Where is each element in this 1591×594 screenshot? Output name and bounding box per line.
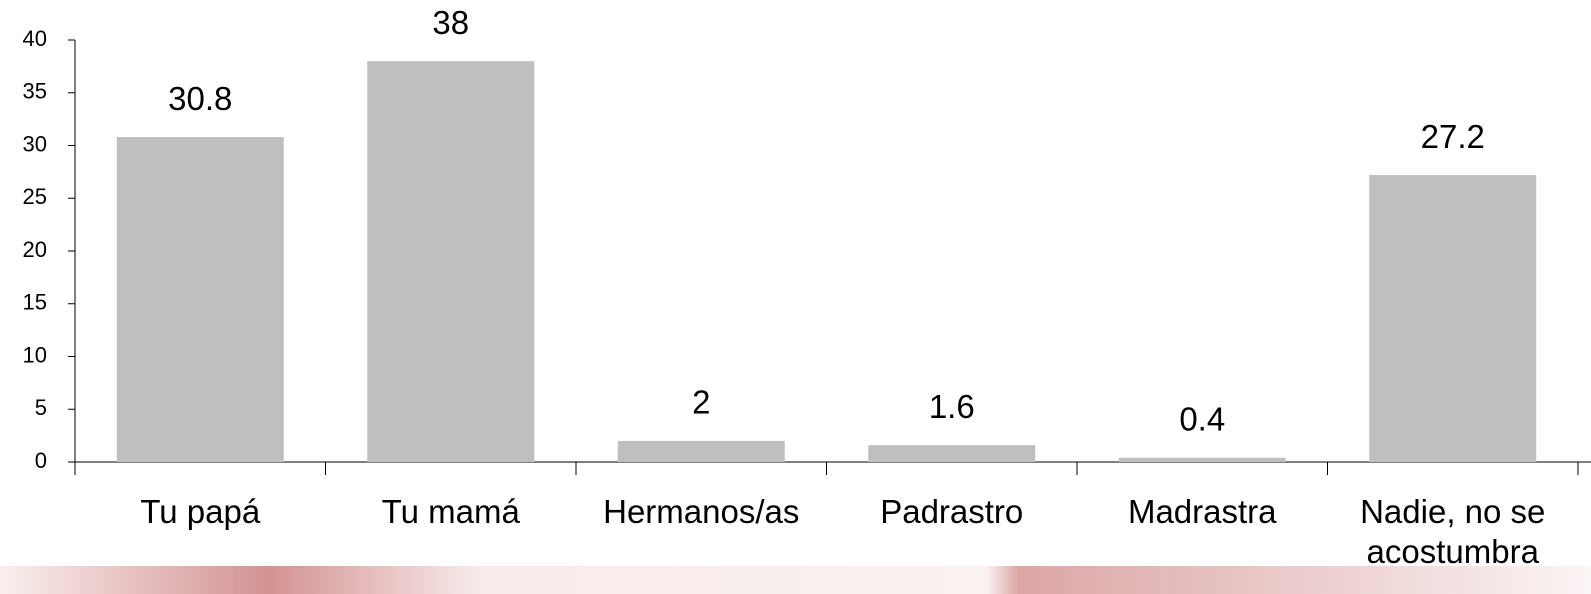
x-tick-label: Hermanos/as <box>603 493 800 530</box>
data-label: 2 <box>692 384 710 421</box>
data-label: 27.2 <box>1421 118 1485 155</box>
x-tick-label: Madrastra <box>1127 493 1277 530</box>
bar <box>367 61 535 462</box>
y-tick-label: 30 <box>23 131 47 156</box>
y-tick-label: 20 <box>23 237 47 262</box>
data-label: 30.8 <box>168 80 232 117</box>
data-label: 0.4 <box>1179 400 1225 437</box>
bar <box>1369 175 1537 463</box>
y-tick-label: 25 <box>23 184 47 209</box>
y-tick-label: 40 <box>23 26 47 51</box>
y-tick-label: 0 <box>35 448 47 473</box>
y-tick-label: 15 <box>23 290 47 315</box>
y-tick-label: 5 <box>35 395 47 420</box>
x-tick-label: Tu mamá <box>381 493 520 530</box>
bar <box>617 440 785 462</box>
x-tick-label: Tu papá <box>140 493 261 530</box>
y-tick-label: 35 <box>23 79 47 104</box>
x-tick-label: Padrastro <box>880 493 1024 530</box>
data-label: 38 <box>432 4 469 41</box>
bar <box>868 445 1036 462</box>
y-tick-label: 10 <box>23 342 47 367</box>
bar <box>1118 457 1286 462</box>
data-label: 1.6 <box>929 388 975 425</box>
x-tick-label: Nadie, no se acostumbra <box>1360 493 1546 570</box>
background-strip <box>0 566 1591 594</box>
bar <box>116 137 284 462</box>
